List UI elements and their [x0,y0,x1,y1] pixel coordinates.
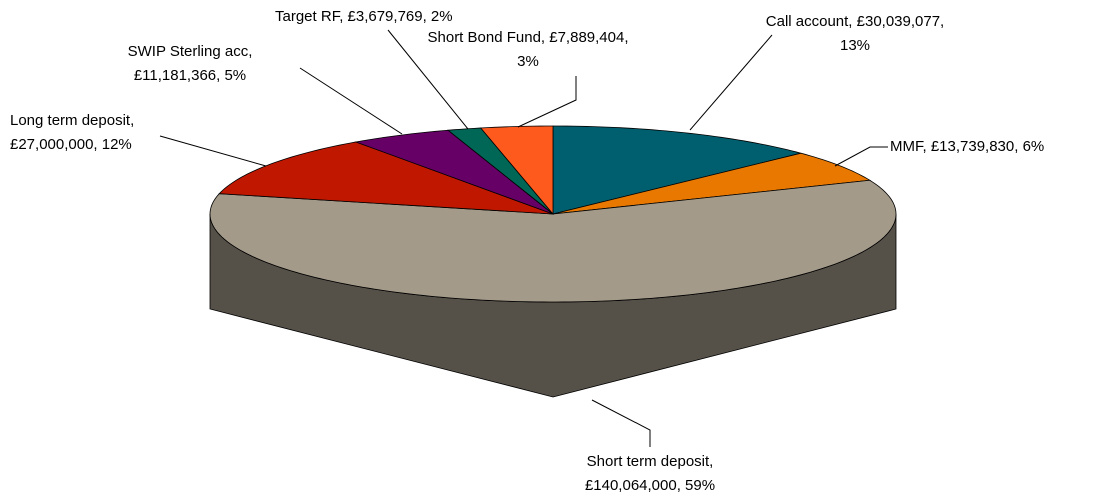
leader-line [517,76,577,128]
pie-slice [479,125,554,216]
slice-top [552,125,802,215]
data-label: Call account, £30,039,077, 13% [766,13,944,54]
data-label: MMF, £13,739,830, 6% [890,138,1044,155]
slice-top [354,129,554,215]
data-label: Short term deposit, £140,064,000, 59% [585,453,715,494]
pie-slice [354,129,554,215]
data-label: Short Bond Fund, £7,889,404, 3% [428,29,629,70]
leader-line [159,135,267,167]
slice-top [552,152,872,215]
pie-slice [552,152,872,215]
leader-line [387,29,469,130]
slice-top [446,127,554,215]
pie-slice [446,127,554,215]
data-label: Target RF, £3,679,769, 2% [275,8,453,25]
pie-slice [552,125,802,215]
leader-line [299,67,403,135]
data-label: SWIP Sterling acc, £11,181,366, 5% [128,43,253,84]
leader-line [834,146,888,167]
leader-line [689,34,773,131]
leader-line [591,399,651,447]
slice-top [479,125,554,216]
slice-top [209,179,897,303]
pie-slice [209,179,897,398]
pie-slice [218,141,554,215]
data-label: Long term deposit, £27,000,000, 12% [10,112,134,153]
slice-top [218,141,554,215]
